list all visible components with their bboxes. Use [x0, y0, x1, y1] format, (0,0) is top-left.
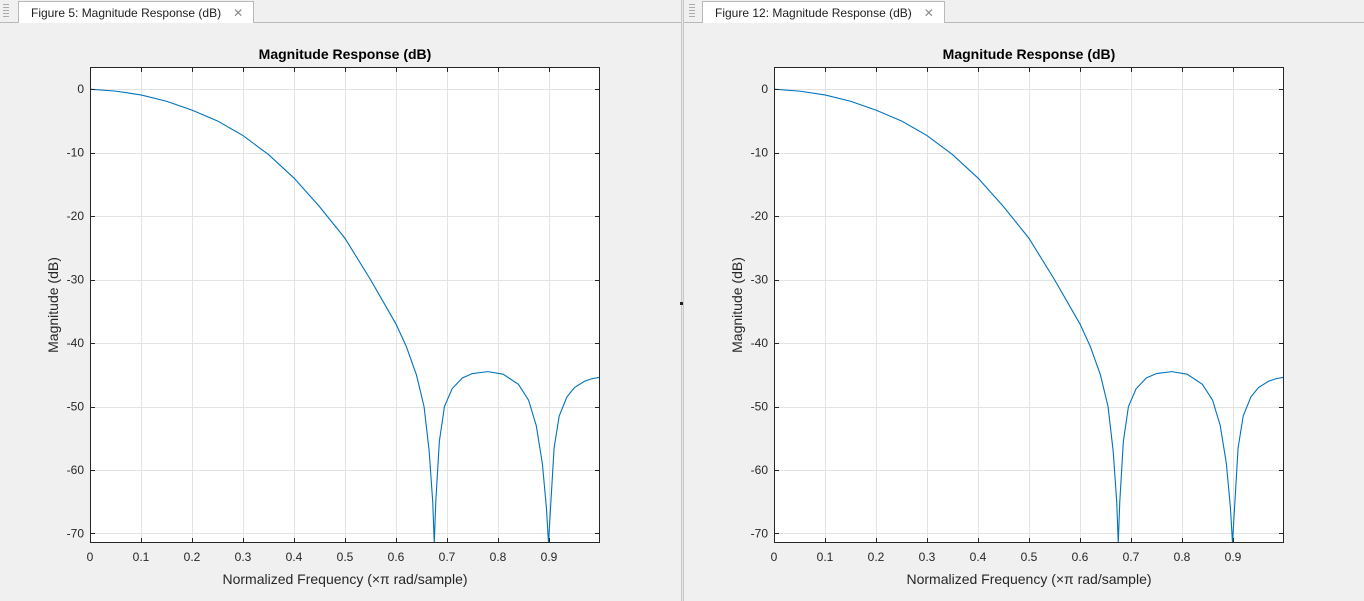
- y-tick-label: -20: [67, 209, 85, 223]
- x-tick-label: 0.8: [490, 550, 507, 564]
- magnitude-response-chart: 0 0.1 0.2 0.3 0.4 0.5 0.6 0.7 0.8 0.9 0 -10 -20 -30 -4…: [729, 46, 1284, 587]
- y-axis-label: Magnitude (dB): [729, 257, 745, 353]
- x-tick-label: 0.2: [184, 550, 201, 564]
- figure-pane-5: Figure 5: Magnitude Response (dB) ✕ 0 0.1…: [0, 0, 681, 601]
- drag-grip-icon[interactable]: [3, 4, 9, 18]
- y-tick-label: 0: [77, 82, 84, 96]
- ticks: [90, 67, 600, 543]
- x-tick-label: 0.3: [235, 550, 252, 564]
- grid: [774, 67, 1284, 543]
- drag-grip-icon[interactable]: [689, 4, 695, 18]
- x-tick-label: 0.3: [919, 550, 936, 564]
- x-axis-label: Normalized Frequency (×π rad/sample): [222, 571, 467, 587]
- ticks: [774, 67, 1284, 543]
- y-tick-label: -60: [751, 463, 769, 477]
- y-tick-label: -30: [751, 273, 769, 287]
- magnitude-series-line: [90, 88, 600, 543]
- y-tick-label: -60: [67, 463, 85, 477]
- y-tick-label: -70: [751, 526, 769, 540]
- grid: [90, 67, 600, 543]
- x-tick-label: 0.5: [337, 550, 354, 564]
- tab-figure-5[interactable]: Figure 5: Magnitude Response (dB) ✕: [18, 1, 255, 23]
- tab-title: Figure 5: Magnitude Response (dB): [31, 5, 222, 20]
- close-icon[interactable]: ✕: [233, 5, 244, 20]
- x-tick-label: 0: [771, 550, 778, 564]
- y-axis-label: Magnitude (dB): [45, 257, 61, 353]
- tab-title: Figure 12: Magnitude Response (dB): [715, 5, 912, 20]
- tab-figure-12[interactable]: Figure 12: Magnitude Response (dB) ✕: [702, 1, 945, 23]
- y-tick-label: -10: [751, 146, 769, 160]
- x-tick-label: 0.9: [541, 550, 558, 564]
- tab-strip: Figure 5: Magnitude Response (dB) ✕: [0, 0, 681, 23]
- x-tick-label: 0.2: [868, 550, 885, 564]
- y-tick-label: -40: [751, 336, 769, 350]
- magnitude-series-line: [774, 88, 1284, 543]
- figure-pane-12: Figure 12: Magnitude Response (dB) ✕ 0 0.…: [684, 0, 1364, 601]
- x-tick-label: 0: [87, 550, 94, 564]
- x-tick-label: 0.7: [439, 550, 456, 564]
- y-tick-label: -50: [751, 400, 769, 414]
- x-axis-label: Normalized Frequency (×π rad/sample): [906, 571, 1151, 587]
- y-tick-label: -70: [67, 526, 85, 540]
- x-tick-label: 0.8: [1174, 550, 1191, 564]
- x-tick-label: 0.6: [388, 550, 405, 564]
- x-tick-label: 0.9: [1225, 550, 1242, 564]
- magnitude-response-chart: 0 0.1 0.2 0.3 0.4 0.5 0.6 0.7 0.8 0.9 0 -10 -20 -30 -4…: [45, 46, 600, 587]
- splitter-handle[interactable]: [680, 302, 683, 305]
- close-icon[interactable]: ✕: [923, 5, 934, 20]
- x-tick-label: 0.4: [970, 550, 987, 564]
- x-tick-label: 0.4: [286, 550, 303, 564]
- x-tick-label: 0.1: [817, 550, 834, 564]
- y-tick-label: 0: [761, 82, 768, 96]
- tab-strip: Figure 12: Magnitude Response (dB) ✕: [684, 0, 1364, 23]
- x-tick-label: 0.5: [1021, 550, 1038, 564]
- y-tick-label: -50: [67, 400, 85, 414]
- chart-title: Magnitude Response (dB): [259, 46, 432, 62]
- chart-title: Magnitude Response (dB): [943, 46, 1116, 62]
- y-tick-label: -30: [67, 273, 85, 287]
- x-tick-label: 0.7: [1123, 550, 1140, 564]
- y-tick-label: -20: [751, 209, 769, 223]
- pane-splitter[interactable]: [681, 0, 684, 601]
- y-tick-label: -10: [67, 146, 85, 160]
- x-tick-label: 0.6: [1072, 550, 1089, 564]
- y-tick-label: -40: [67, 336, 85, 350]
- x-tick-label: 0.1: [133, 550, 150, 564]
